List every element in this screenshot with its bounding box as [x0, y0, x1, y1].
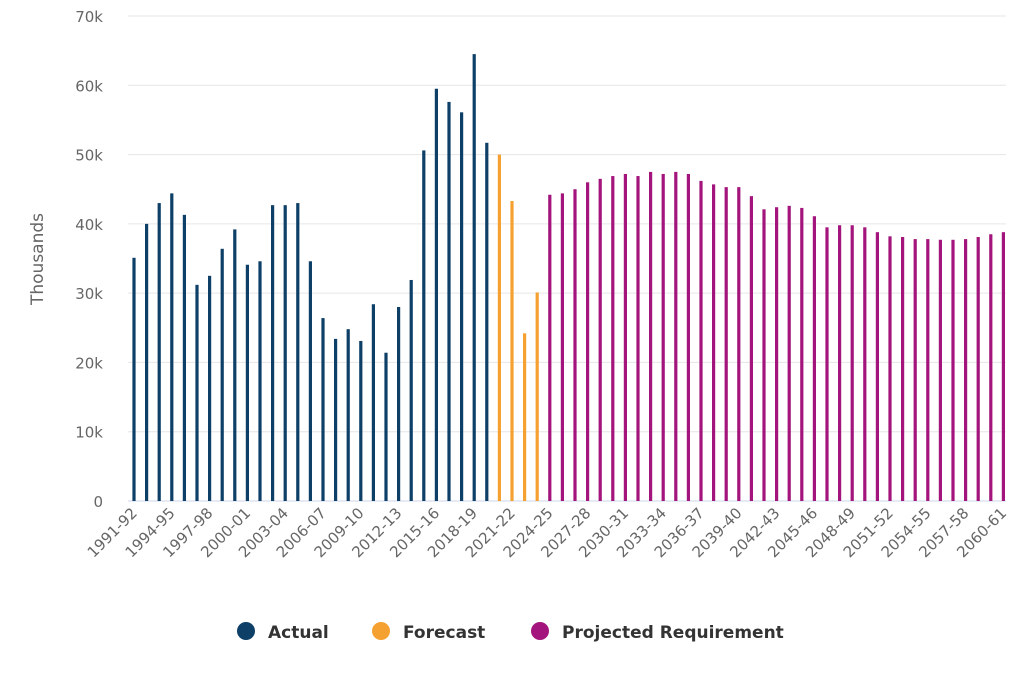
bar-forecast: [535, 292, 539, 501]
legend-item[interactable]: Projected Requirement: [531, 622, 784, 643]
bar-actual: [145, 223, 149, 501]
bar-projected-requirement: [863, 227, 867, 502]
bar-actual: [384, 352, 388, 501]
bar-projected-requirement: [548, 194, 552, 501]
bar-actual: [359, 340, 363, 501]
bar-actual: [321, 318, 325, 501]
bar-projected-requirement: [800, 207, 804, 501]
bar-projected-requirement: [976, 237, 980, 501]
legend-marker: [531, 622, 549, 640]
bar-projected-requirement: [989, 234, 993, 501]
legend-label: Actual: [268, 623, 329, 643]
bar-projected-requirement: [611, 176, 615, 502]
bar-actual: [170, 193, 174, 501]
legend-item[interactable]: Actual: [237, 622, 329, 643]
bar-projected-requirement: [598, 178, 602, 502]
bar-actual: [409, 279, 413, 501]
bar-projected-requirement: [623, 173, 627, 501]
bar-actual: [447, 101, 451, 502]
bar-projected-requirement: [964, 239, 968, 501]
bar-actual: [397, 307, 401, 501]
bar-projected-requirement: [875, 232, 879, 501]
bar-projected-requirement: [787, 205, 791, 502]
bar-actual: [296, 203, 300, 502]
bar-actual: [271, 205, 275, 501]
bar-projected-requirement: [737, 187, 741, 501]
bar-projected-requirement: [724, 187, 728, 501]
y-tick-label: 30k: [75, 285, 103, 303]
legend-marker: [237, 622, 255, 640]
bar-actual: [258, 261, 262, 501]
bar-projected-requirement: [712, 184, 716, 501]
bar-actual: [220, 248, 224, 501]
bar-actual: [371, 304, 375, 501]
bar-forecast: [523, 333, 527, 501]
bar-projected-requirement: [901, 237, 905, 501]
bar-projected-requirement: [649, 171, 653, 501]
bar-actual: [208, 275, 212, 501]
legend-label: Forecast: [403, 623, 485, 643]
y-tick-label: 10k: [75, 424, 103, 442]
bar-actual: [132, 257, 136, 501]
bar-projected-requirement: [913, 239, 917, 501]
bar-actual: [346, 329, 350, 501]
bar-projected-requirement: [573, 189, 577, 501]
bar-actual: [195, 284, 199, 501]
bar-actual: [308, 261, 312, 501]
bar-projected-requirement: [775, 207, 779, 501]
bar-projected-requirement: [586, 182, 590, 502]
y-axis-label: Thousands: [28, 213, 48, 306]
bar-projected-requirement: [850, 225, 854, 501]
bar-projected-requirement: [686, 173, 690, 501]
bar-projected-requirement: [1001, 232, 1005, 501]
bar-projected-requirement: [825, 227, 829, 502]
legend-marker: [372, 622, 390, 640]
bar-projected-requirement: [812, 216, 816, 501]
y-tick-label: 50k: [75, 147, 103, 165]
bar-projected-requirement: [674, 171, 678, 501]
legend-item[interactable]: Forecast: [372, 622, 485, 643]
bar-projected-requirement: [749, 196, 753, 501]
bar-actual: [485, 142, 489, 502]
bar-projected-requirement: [951, 239, 955, 502]
bar-actual: [245, 264, 249, 501]
bar-projected-requirement: [560, 193, 564, 501]
bar-projected-requirement: [926, 239, 930, 501]
bar-projected-requirement: [938, 239, 942, 502]
bar-projected-requirement: [762, 209, 766, 502]
legend-label: Projected Requirement: [562, 623, 784, 643]
y-tick-label: 20k: [75, 354, 103, 372]
y-tick-label: 40k: [75, 216, 103, 234]
bar-projected-requirement: [888, 236, 892, 502]
bar-actual: [422, 150, 426, 501]
bar-actual: [334, 338, 338, 501]
bar-actual: [434, 88, 438, 501]
bar-actual: [233, 229, 237, 501]
y-tick-label: 60k: [75, 77, 103, 95]
bar-actual: [460, 112, 464, 502]
bar-actual: [283, 205, 287, 501]
bar-forecast: [510, 200, 514, 501]
bar-actual: [157, 203, 161, 502]
bar-projected-requirement: [636, 176, 640, 502]
bar-projected-requirement: [838, 225, 842, 501]
y-tick-label: 0: [93, 493, 103, 511]
bar-forecast: [497, 154, 501, 502]
bar-projected-requirement: [661, 173, 665, 501]
y-tick-label: 70k: [75, 8, 103, 26]
bar-projected-requirement: [699, 180, 703, 501]
bar-actual: [182, 214, 186, 501]
bar-actual: [472, 54, 476, 501]
